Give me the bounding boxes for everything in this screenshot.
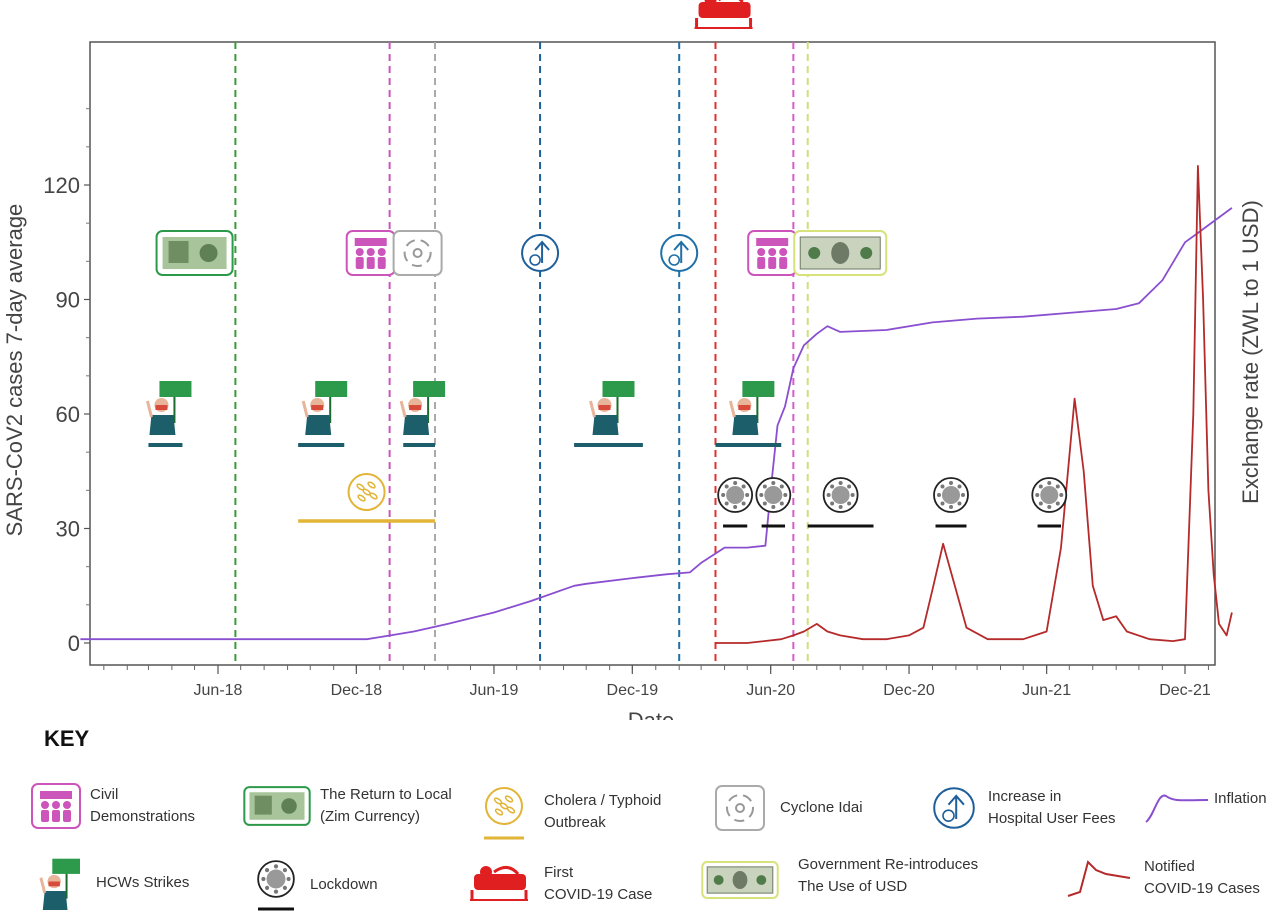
x-tick-label: Dec-20 <box>883 682 935 699</box>
zim-currency-icon <box>243 786 311 826</box>
cholera-typhoid-icon <box>484 787 524 840</box>
key-title: KEY <box>44 726 90 751</box>
covid-cases-line <box>715 164 1233 644</box>
lockdown-icon <box>755 477 792 513</box>
y-tick-label: 90 <box>56 288 80 313</box>
x-tick-label: Dec-18 <box>331 682 383 699</box>
key-label-first-case: First COVID-19 Case <box>544 864 653 903</box>
y-axis-title-right: Exchange rate (ZWL to 1 USD) <box>1238 200 1263 504</box>
key-covid-cases: Notified COVID-19 Cases <box>1066 856 1260 900</box>
y-axis-title-left: SARS-CoV2 cases 7-day average <box>2 204 27 537</box>
key-usd: Government Re-introduces The Use of USD <box>700 856 978 902</box>
hcw-strike-icon <box>301 381 348 435</box>
key-first-case: First COVID-19 Case <box>470 862 652 906</box>
key-label-fees: Increase in Hospital User Fees <box>988 788 1116 827</box>
cyclone-icon <box>715 785 765 831</box>
hcw-strike-icon <box>399 381 446 435</box>
civil-demonstrations-icon <box>31 783 81 829</box>
x-tick-label: Dec-19 <box>607 682 659 699</box>
key-lockdown: Lockdown <box>254 858 378 912</box>
key-cyclone: Cyclone Idai <box>714 784 863 832</box>
key-label-cyclone: Cyclone Idai <box>780 799 863 816</box>
key-label-usd: Government Re-introduces The Use of USD <box>798 856 979 895</box>
y-tick-label: 120 <box>43 173 80 198</box>
civil-demonstrations-icon <box>747 230 798 276</box>
hcw-strike-icon <box>145 381 192 435</box>
hospital-bed-icon <box>470 866 528 901</box>
inflation-line <box>80 207 1233 641</box>
key-label-cholera: Cholera / Typhoid Outbreak <box>544 792 662 831</box>
lockdown-icon <box>717 477 754 513</box>
inflation-line-icon <box>1145 794 1209 823</box>
hcw-strike-icon <box>589 381 635 435</box>
x-tick-label: Dec-21 <box>1159 682 1211 699</box>
hospital-fees-icon <box>660 234 699 272</box>
key-label-zim: The Return to Local (Zim Currency) <box>320 786 452 825</box>
cyclone-icon <box>392 230 443 276</box>
cholera-typhoid-icon <box>347 473 386 511</box>
key-label-hcw: HCWs Strikes <box>96 874 190 891</box>
covid-cases-line-icon <box>1067 860 1131 897</box>
key-label-inflation: Inflation <box>1214 790 1267 807</box>
key-label-civil: Civil Demonstrations <box>90 786 196 825</box>
key-inflation: Inflation <box>1144 786 1267 826</box>
chart-svg: 0 30 60 90 120 Jun-18 Dec-18 Jun-19 Dec-19 Jun-20… <box>2 0 1263 720</box>
lockdown-icon <box>933 477 969 513</box>
key-label-lockdown: Lockdown <box>310 876 378 893</box>
key-hcw-strikes: HCWs Strikes <box>36 854 189 912</box>
x-axis-title: Date <box>628 708 674 720</box>
usd-banknote-icon <box>701 860 779 900</box>
hcw-strike-icon <box>728 381 775 435</box>
y-tick-label: 60 <box>56 402 80 427</box>
x-tick-label: Jun-21 <box>1022 682 1071 699</box>
key-cholera-typhoid: Cholera / Typhoid Outbreak <box>480 782 661 842</box>
y-tick-label: 30 <box>56 517 80 542</box>
lockdown-icon <box>822 477 859 513</box>
lockdown-icon <box>257 860 295 911</box>
plot-frame <box>89 41 1216 666</box>
hospital-bed-icon <box>694 0 753 29</box>
lockdown-icon <box>1031 477 1068 513</box>
key-label-cases: Notified COVID-19 Cases <box>1144 858 1260 897</box>
hospital-fees-icon <box>521 234 560 272</box>
civil-demonstrations-icon <box>345 230 396 276</box>
x-tick-label: Jun-20 <box>746 682 795 699</box>
key-hospital-fees: Increase in Hospital User Fees <box>930 784 1116 832</box>
x-tick-label: Jun-18 <box>194 682 243 699</box>
y-tick-label: 0 <box>68 631 80 656</box>
zim-currency-icon <box>155 230 234 276</box>
usd-banknote-icon <box>793 230 888 276</box>
key-civil-demonstrations: Civil Demonstrations <box>30 782 195 830</box>
hospital-fees-icon <box>933 787 975 829</box>
key-zim-currency: The Return to Local (Zim Currency) <box>242 782 452 830</box>
hcw-strike-icon <box>39 858 80 910</box>
x-tick-label: Jun-19 <box>470 682 519 699</box>
key-legend: KEY Civil Demonstrations The Return to L… <box>0 720 1280 917</box>
